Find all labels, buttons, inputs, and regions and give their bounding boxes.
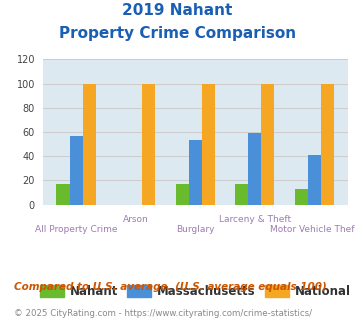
Bar: [295, 189, 308, 205]
Bar: [176, 184, 189, 205]
Bar: [248, 133, 261, 205]
Text: All Property Crime: All Property Crime: [35, 225, 118, 234]
Text: 2019 Nahant: 2019 Nahant: [122, 3, 233, 18]
Text: Arson: Arson: [123, 215, 148, 224]
Bar: [189, 141, 202, 205]
Text: Larceny & Theft: Larceny & Theft: [219, 215, 291, 224]
Bar: [235, 184, 248, 205]
Bar: [56, 184, 70, 205]
Bar: [70, 136, 83, 205]
Text: Compared to U.S. average. (U.S. average equals 100): Compared to U.S. average. (U.S. average …: [14, 282, 327, 292]
Text: Motor Vehicle Theft: Motor Vehicle Theft: [271, 225, 355, 234]
Bar: [142, 83, 155, 205]
Text: Burglary: Burglary: [176, 225, 214, 234]
Bar: [308, 155, 321, 205]
Text: © 2025 CityRating.com - https://www.cityrating.com/crime-statistics/: © 2025 CityRating.com - https://www.city…: [14, 309, 312, 317]
Legend: Nahant, Massachusetts, National: Nahant, Massachusetts, National: [35, 280, 355, 303]
Bar: [261, 83, 274, 205]
Text: Property Crime Comparison: Property Crime Comparison: [59, 26, 296, 41]
Bar: [202, 83, 215, 205]
Bar: [83, 83, 96, 205]
Bar: [321, 83, 334, 205]
